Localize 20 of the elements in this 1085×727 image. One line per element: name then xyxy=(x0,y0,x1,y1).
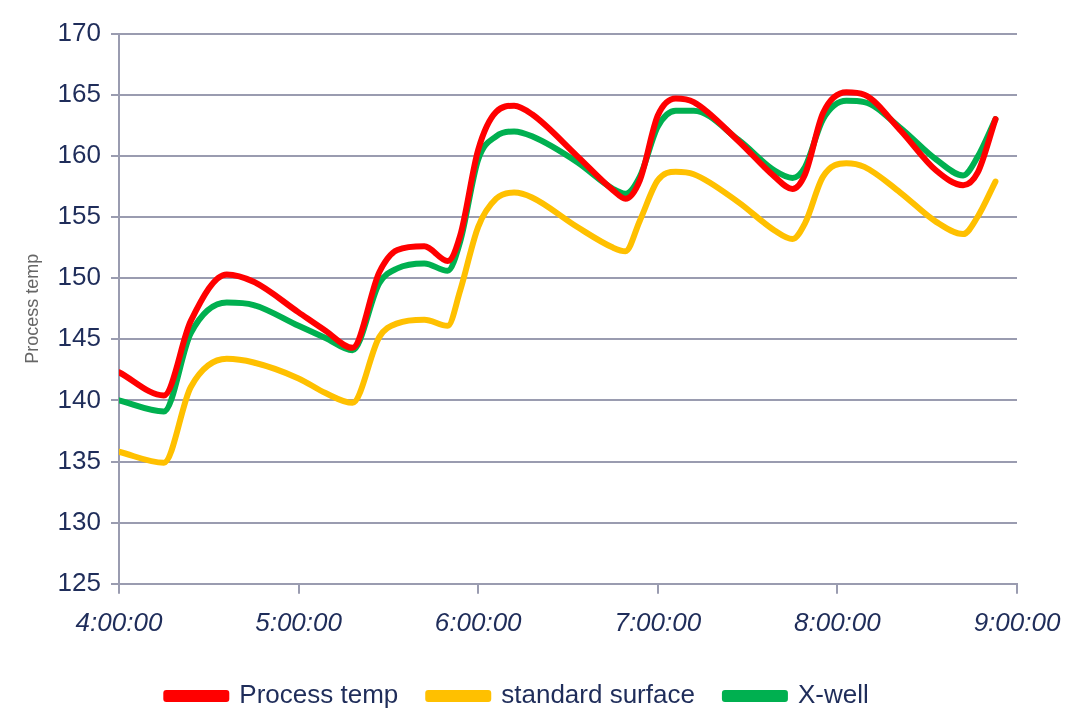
y-tick-label: 165 xyxy=(57,77,101,108)
x-tick-label: 9:00:00 xyxy=(973,606,1061,637)
legend-label: standard surface xyxy=(501,679,695,710)
x-tick-label: 5:00:00 xyxy=(255,606,343,637)
y-tick-label: 145 xyxy=(57,322,101,353)
y-tick-label: 160 xyxy=(57,139,101,170)
x-tick-label: 8:00:00 xyxy=(794,606,882,637)
y-tick-label: 155 xyxy=(57,200,101,231)
y-tick-label: 150 xyxy=(57,261,101,292)
y-tick-label: 140 xyxy=(57,383,101,414)
x-tick-label: 4:00:00 xyxy=(75,606,163,637)
y-tick-label: 135 xyxy=(57,444,101,475)
y-axis-title: Process temp xyxy=(21,253,42,364)
legend-label: X-well xyxy=(797,679,869,710)
y-tick-label: 125 xyxy=(57,566,101,597)
x-tick-label: 6:00:00 xyxy=(434,606,523,637)
y-tick-label: 170 xyxy=(57,16,101,47)
legend-label: Process temp xyxy=(239,679,399,710)
x-tick-label: 7:00:00 xyxy=(614,606,702,637)
y-tick-label: 130 xyxy=(57,505,101,536)
